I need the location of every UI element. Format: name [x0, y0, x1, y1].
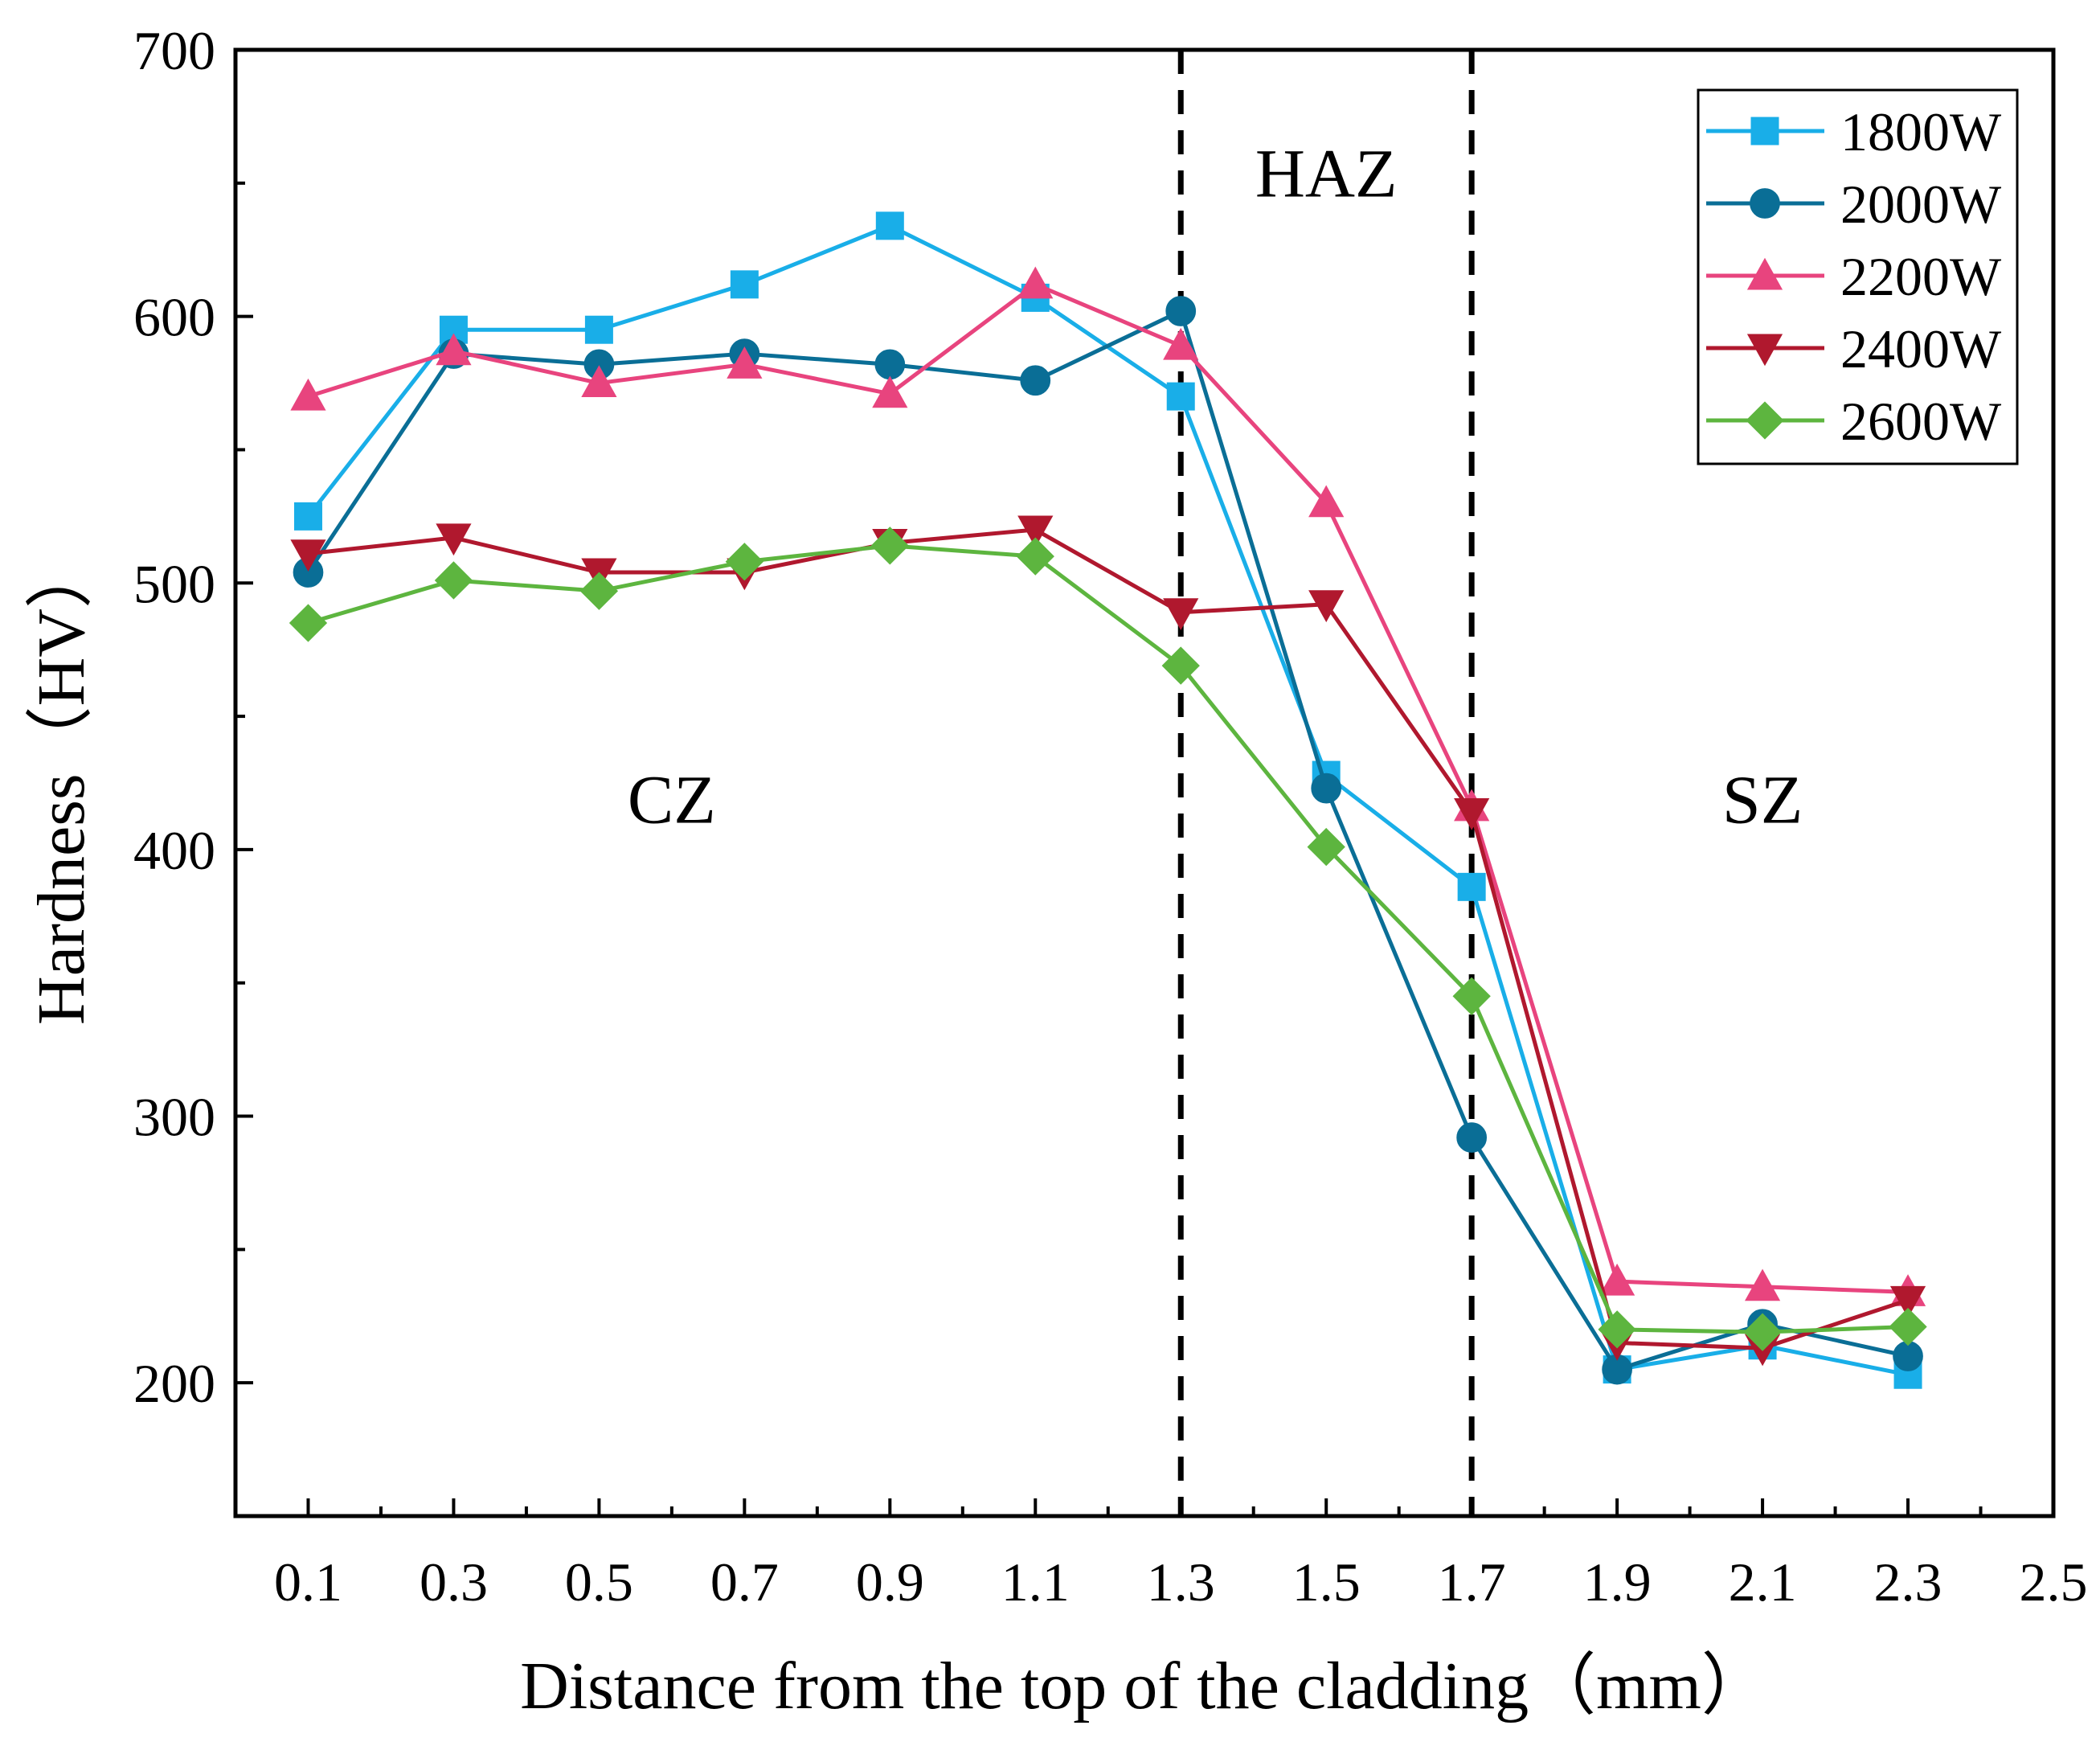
- legend-1800w-label: 1800W: [1840, 101, 2002, 162]
- ticks-layer: [235, 48, 2055, 1516]
- series-2600w-line: [307, 543, 1909, 1334]
- plot-frame: [233, 47, 2056, 1518]
- zone-label-haz: HAZ: [1255, 134, 1398, 211]
- x-tick-label: 0.9: [856, 1551, 924, 1613]
- series-2200w-point: [1163, 327, 1199, 360]
- series-1800w-point: [293, 502, 322, 531]
- series-2000w-point: [1165, 296, 1197, 326]
- series-2200w-point: [1744, 1268, 1781, 1301]
- series-2400w-point: [1889, 1285, 1926, 1318]
- labels-layer: 0.1 0.3 0.5 0.7 0.9 1.1 1.3 1.5 1.7 1.9 2.1 2.3 2.5 2…: [24, 20, 2088, 1723]
- x-tick-label: 1.3: [1147, 1551, 1215, 1613]
- series-2200w-line: [307, 282, 1909, 1294]
- x-tick-label: 2.1: [1729, 1551, 1797, 1613]
- x-tick-label: 2.5: [2020, 1551, 2088, 1613]
- series-2200w-point: [727, 346, 763, 379]
- x-tick-label: 2.3: [1874, 1551, 1942, 1613]
- series-2600w-point: [1743, 1313, 1782, 1351]
- series-2200w-point: [1017, 266, 1054, 299]
- legend-2200w-label: 2200W: [1840, 246, 2002, 307]
- y-tick-label: 200: [133, 1353, 215, 1414]
- x-axis-title: Distance from the top of the cladding（mm…: [520, 1649, 1769, 1723]
- series-2400w-point: [1163, 598, 1199, 631]
- y-tick-label: 400: [133, 820, 215, 881]
- series-1800w-point: [1457, 872, 1486, 901]
- series-2200w-point: [1599, 1263, 1635, 1296]
- legend-2000w-label: 2000W: [1840, 174, 2002, 235]
- series-1800w-point: [1166, 382, 1195, 411]
- series-1800w-line: [306, 223, 1909, 1377]
- series-2600w-point: [434, 561, 473, 600]
- series-2600w-point: [725, 543, 764, 581]
- series-2600w-point: [1307, 827, 1345, 867]
- legend-2600w-label: 2600W: [1840, 391, 2002, 452]
- series-2000w-point: [1456, 1122, 1488, 1153]
- series-2200w-point: [290, 378, 326, 411]
- plot-layer: [289, 50, 1927, 1516]
- legend-2400w-label: 2400W: [1840, 318, 2002, 379]
- series-2400w-point: [1454, 797, 1490, 830]
- series-2600w-point: [1889, 1307, 1927, 1346]
- x-tick-label: 0.7: [710, 1551, 779, 1613]
- legend-2200w-marker: [1746, 257, 1783, 290]
- series-2400w-point: [290, 539, 326, 572]
- x-tick-label: 0.5: [565, 1551, 633, 1613]
- x-tick-label: 1.9: [1583, 1551, 1652, 1613]
- series-2600w-point: [870, 527, 909, 565]
- series-2600w-point: [1452, 977, 1491, 1015]
- series-2600w-point: [1016, 537, 1054, 576]
- series-2200w-point: [436, 333, 472, 366]
- series-2000w-point: [1020, 365, 1051, 396]
- y-axis-title: Hardness（HV）: [24, 541, 99, 1025]
- x-tick-label: 1.5: [1292, 1551, 1361, 1613]
- series-2400w-line: [308, 527, 1909, 1350]
- series-2600w-point: [1598, 1310, 1636, 1349]
- x-tick-label: 0.1: [274, 1551, 342, 1613]
- zone-label-sz: SZ: [1722, 761, 1803, 838]
- series-2600w-point: [1161, 646, 1200, 685]
- y-tick-label: 500: [133, 553, 215, 614]
- series-2000w-point: [874, 349, 906, 380]
- series-1800w-point: [875, 211, 904, 240]
- series-2000w-point: [1311, 773, 1342, 804]
- series-2200w-point: [872, 375, 908, 408]
- zone-label-cz: CZ: [628, 761, 716, 838]
- legend-2000w-marker: [1750, 188, 1780, 219]
- series-2600w-point: [289, 604, 328, 642]
- y-tick-label: 700: [133, 20, 215, 81]
- y-tick-label: 600: [133, 287, 215, 348]
- series-2400w-point: [1308, 590, 1345, 623]
- x-tick-label: 1.7: [1438, 1551, 1506, 1613]
- legend-1800w-marker: [1750, 117, 1779, 145]
- series-2000w-line: [306, 309, 1909, 1372]
- series-2200w-point: [1308, 485, 1345, 518]
- x-tick-label: 1.1: [1001, 1551, 1070, 1613]
- series-2200w-point: [581, 365, 617, 398]
- series-1800w-point: [584, 315, 613, 344]
- legend-2600w-marker: [1746, 401, 1784, 440]
- series-1800w-point: [730, 270, 759, 299]
- series-2400w-point: [1017, 515, 1054, 548]
- series-2400w-point: [436, 523, 472, 556]
- legend: 1800W 2000W 2200W 2400W 2600W: [1697, 88, 2019, 465]
- x-tick-label: 0.3: [420, 1551, 488, 1613]
- legend-2400w-marker: [1746, 334, 1783, 367]
- series-2600w-point: [579, 572, 619, 610]
- y-tick-label: 300: [133, 1087, 215, 1148]
